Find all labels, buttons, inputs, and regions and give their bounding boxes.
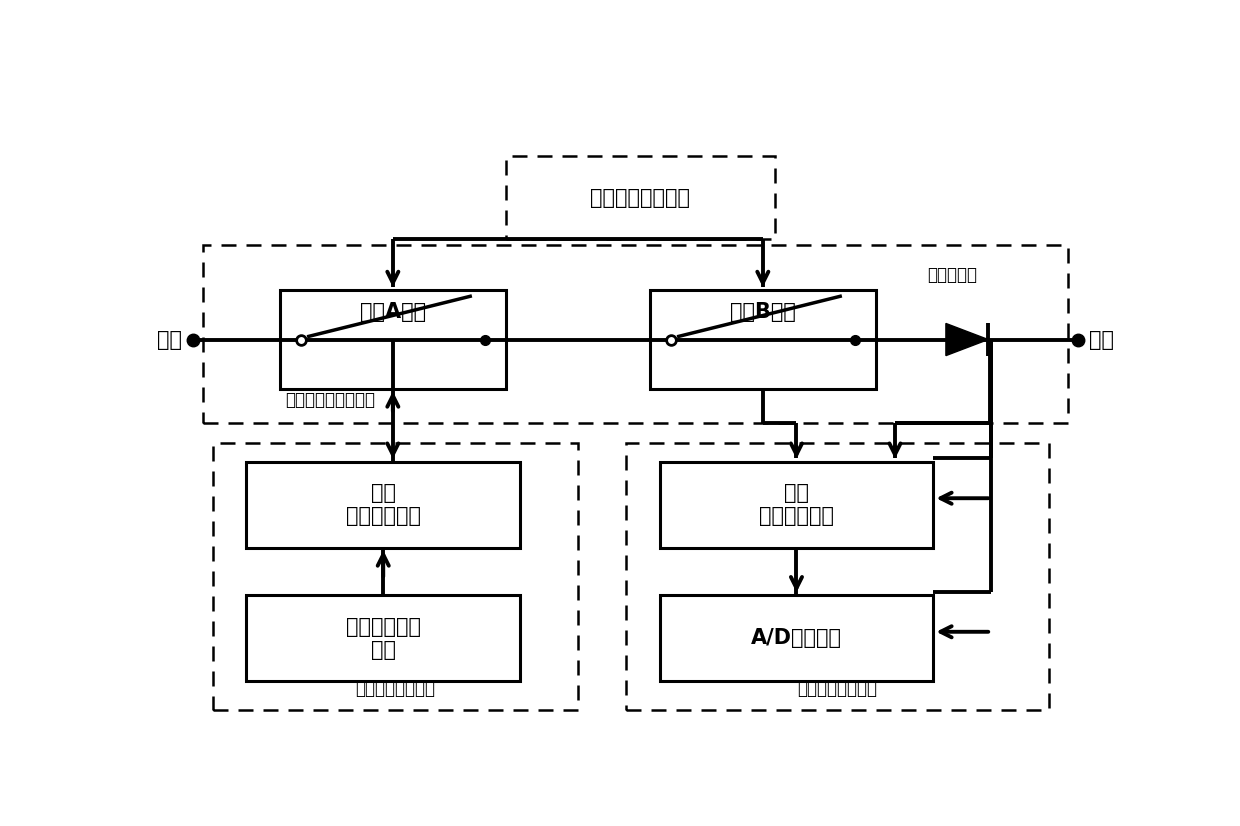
Text: 离散量输出通路单元: 离散量输出通路单元: [285, 392, 374, 410]
Text: 输入: 输入: [157, 330, 182, 349]
Bar: [660, 462, 934, 548]
Text: 输出: 输出: [1089, 330, 1114, 349]
Text: 测点电压采集单元: 测点电压采集单元: [797, 681, 878, 698]
Bar: [626, 443, 1049, 710]
Text: 光耦开关控制单元: 光耦开关控制单元: [590, 188, 691, 207]
Text: 测试电压注入
模块: 测试电压注入 模块: [346, 616, 420, 660]
Bar: [247, 462, 521, 548]
Text: 隔离二极管: 隔离二极管: [928, 266, 977, 283]
Text: 光耦A开关: 光耦A开关: [360, 301, 425, 321]
Bar: [213, 443, 578, 710]
Text: 光耦B开关: 光耦B开关: [730, 301, 796, 321]
Polygon shape: [946, 324, 988, 356]
Bar: [203, 245, 1068, 424]
Text: 第一
信号调理模块: 第一 信号调理模块: [759, 483, 835, 526]
Bar: [506, 156, 775, 239]
Text: A/D转换模块: A/D转换模块: [751, 628, 842, 648]
Bar: [247, 596, 521, 681]
Text: 测试电压注入单元: 测试电压注入单元: [355, 681, 435, 698]
Bar: [660, 596, 934, 681]
Bar: [280, 290, 506, 388]
Text: 第二
信号调理模块: 第二 信号调理模块: [346, 483, 420, 526]
Bar: [650, 290, 875, 388]
